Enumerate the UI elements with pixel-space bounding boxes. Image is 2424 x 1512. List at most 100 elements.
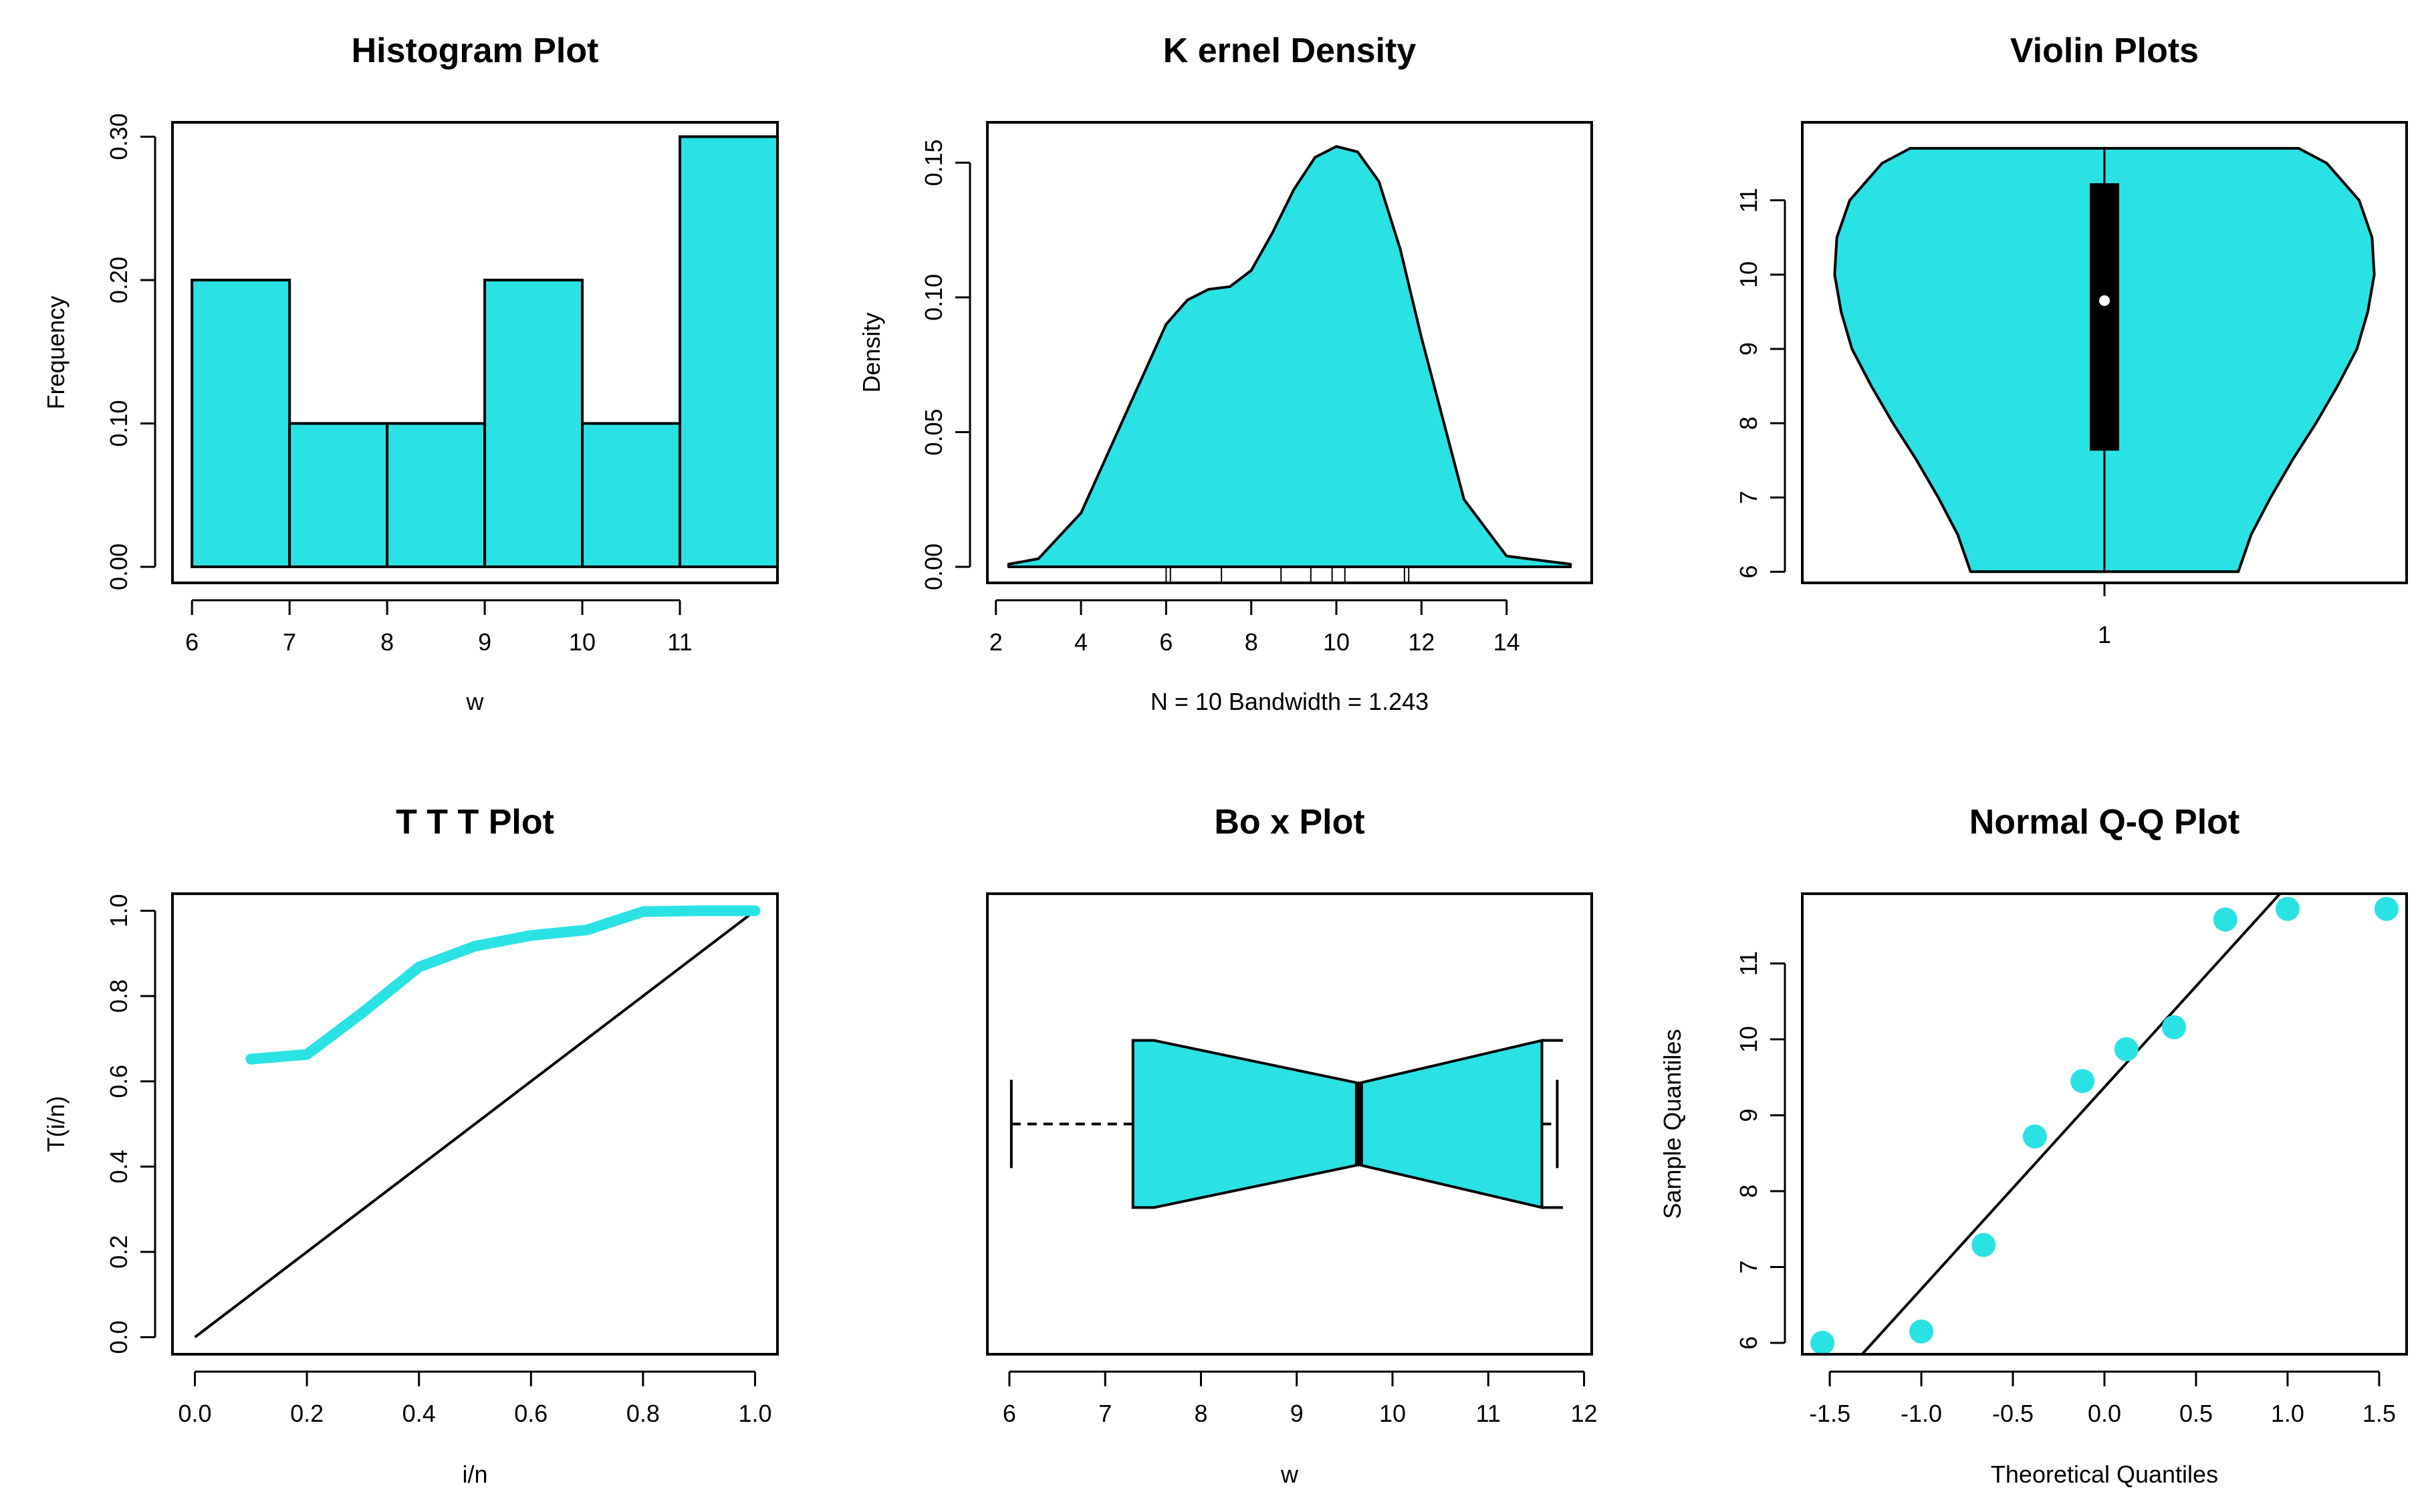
qq-point bbox=[2162, 1015, 2187, 1039]
y-tick-label: 0.2 bbox=[105, 1235, 132, 1269]
x-tick-label: 2 bbox=[989, 628, 1003, 656]
x-axis-label: Theoretical Quantiles bbox=[1991, 1461, 2218, 1488]
x-axis-label: i/n bbox=[462, 1461, 487, 1488]
x-tick-label: 8 bbox=[380, 628, 394, 656]
y-tick-label: 0.0 bbox=[105, 1320, 132, 1354]
x-tick-label: 10 bbox=[1323, 628, 1350, 656]
x-axis-label: w bbox=[466, 688, 485, 715]
chart-title: Normal Q-Q Plot bbox=[1969, 803, 2239, 842]
x-tick-label: 9 bbox=[478, 628, 491, 656]
x-tick-label: 9 bbox=[1290, 1400, 1304, 1427]
x-tick-label: 0.2 bbox=[290, 1400, 324, 1427]
chart-title: Violin Plots bbox=[2010, 31, 2199, 70]
x-tick-label: 0.0 bbox=[2088, 1400, 2121, 1427]
histogram-bar bbox=[679, 135, 779, 569]
x-tick-label: -1.5 bbox=[1809, 1400, 1850, 1427]
y-tick-label: 7 bbox=[1735, 491, 1762, 504]
ttt-curve bbox=[245, 905, 761, 1065]
chart-kernel-density: K ernel Density 2 4 6 8 10 12 14 0.00 0.05 0.10 0.1… bbox=[858, 31, 1593, 715]
qq-point bbox=[2022, 1124, 2047, 1149]
plot-frame bbox=[986, 892, 1593, 1356]
y-tick-label: 8 bbox=[1735, 1184, 1762, 1198]
histogram-bar bbox=[191, 278, 291, 568]
chart-violin: Violin Plots 1 6 7 8 9 10 11 bbox=[1735, 31, 2408, 648]
x-tick-label: -1.0 bbox=[1901, 1400, 1942, 1427]
qq-point bbox=[2374, 896, 2399, 921]
qq-point bbox=[1971, 1233, 1996, 1257]
y-axis-label: T(i/n) bbox=[42, 1096, 70, 1152]
histogram-bar bbox=[288, 422, 389, 569]
y-tick-label: 0.05 bbox=[920, 408, 947, 455]
y-tick-label: 0.10 bbox=[920, 274, 947, 321]
x-tick-label: 12 bbox=[1571, 1400, 1598, 1427]
x-tick-label: 8 bbox=[1194, 1400, 1207, 1427]
y-tick-label: 8 bbox=[1735, 416, 1762, 430]
y-tick-label: 0.15 bbox=[920, 139, 947, 186]
y-tick-label: 0.8 bbox=[105, 979, 132, 1013]
y-tick-label: 0.00 bbox=[105, 543, 132, 590]
plot-frame bbox=[171, 892, 779, 1356]
ttt-diagonal-line bbox=[194, 909, 756, 1339]
violin-iqr-box bbox=[2090, 183, 2119, 451]
x-tick-label: 1.0 bbox=[738, 1400, 771, 1427]
x-axis-label: N = 10 Bandwidth = 1.243 bbox=[1150, 688, 1429, 715]
chart-ttt: T T T Plot 0.0 0.2 0.4 0.6 0.8 1.0 0.0 0.2 0.4 0.6… bbox=[42, 803, 779, 1488]
histogram-bar bbox=[581, 422, 682, 569]
y-tick-label: 0.20 bbox=[105, 257, 132, 303]
x-tick-label: 4 bbox=[1074, 628, 1088, 656]
y-axis-label: Frequency bbox=[42, 295, 70, 409]
qq-point bbox=[2070, 1069, 2095, 1094]
qq-point bbox=[1810, 1330, 1835, 1355]
qq-point bbox=[1909, 1319, 1934, 1344]
plot-frame bbox=[171, 121, 779, 584]
chart-title: K ernel Density bbox=[1163, 31, 1417, 70]
y-tick-label: 10 bbox=[1735, 261, 1762, 288]
violin-median-point bbox=[2099, 295, 2110, 306]
y-tick-label: 0.6 bbox=[105, 1065, 132, 1098]
plot-frame bbox=[1801, 892, 2408, 1356]
y-tick-label: 0.30 bbox=[105, 113, 132, 160]
x-tick-label: 6 bbox=[185, 628, 199, 656]
plot-frame bbox=[986, 121, 1593, 584]
x-tick-label: 0.4 bbox=[402, 1400, 436, 1427]
y-tick-label: 10 bbox=[1735, 1026, 1762, 1053]
x-tick-label: 10 bbox=[569, 628, 596, 656]
y-tick-label: 0.10 bbox=[105, 400, 132, 447]
x-tick-label: 0.0 bbox=[178, 1400, 211, 1427]
x-tick-label: 1 bbox=[2098, 621, 2111, 648]
y-tick-label: 9 bbox=[1735, 342, 1762, 356]
x-tick-label: 8 bbox=[1245, 628, 1258, 656]
y-axis-label: Sample Quantiles bbox=[1659, 1029, 1686, 1219]
y-tick-label: 0.4 bbox=[105, 1150, 132, 1183]
y-tick-label: 7 bbox=[1735, 1260, 1762, 1273]
histogram-bar bbox=[483, 278, 584, 568]
chart-title: Bo x Plot bbox=[1214, 803, 1364, 842]
box-notched-body bbox=[1131, 1038, 1544, 1210]
qq-point bbox=[2213, 907, 2237, 932]
chart-qq: Normal Q-Q Plot -1.5 -1.0 -0.5 0.0 0.5 1.0 1.5 6… bbox=[1659, 803, 2408, 1488]
y-tick-label: 11 bbox=[1735, 188, 1762, 213]
x-tick-label: 12 bbox=[1408, 628, 1435, 656]
y-tick-label: 11 bbox=[1735, 951, 1762, 976]
x-tick-label: 11 bbox=[667, 628, 692, 656]
x-tick-label: 0.8 bbox=[626, 1400, 660, 1427]
qq-point bbox=[2114, 1037, 2139, 1061]
x-tick-label: 14 bbox=[1493, 628, 1520, 656]
x-tick-label: 6 bbox=[1003, 1400, 1016, 1427]
x-tick-label: 7 bbox=[1098, 1400, 1112, 1427]
chart-boxplot: Bo x Plot 6 7 8 9 10 11 12 w bbox=[986, 803, 1598, 1488]
y-tick-label: 1.0 bbox=[105, 894, 132, 927]
x-tick-label: 0.6 bbox=[514, 1400, 548, 1427]
x-axis-label: w bbox=[1280, 1461, 1299, 1488]
chart-histogram: Histogram Plot 6 7 8 9 10 11 0.00 0.10 0.20 0.30 w F… bbox=[42, 31, 779, 715]
x-tick-label: 1.5 bbox=[2362, 1400, 2396, 1427]
x-tick-label: 1.0 bbox=[2271, 1400, 2304, 1427]
chart-title: Histogram Plot bbox=[352, 31, 599, 70]
y-tick-label: 0.00 bbox=[920, 543, 947, 590]
x-tick-label: 10 bbox=[1379, 1400, 1406, 1427]
histogram-bar bbox=[386, 422, 487, 569]
x-tick-label: 7 bbox=[283, 628, 296, 656]
x-tick-label: 11 bbox=[1476, 1400, 1501, 1427]
qq-reference-line bbox=[1860, 894, 2282, 1354]
